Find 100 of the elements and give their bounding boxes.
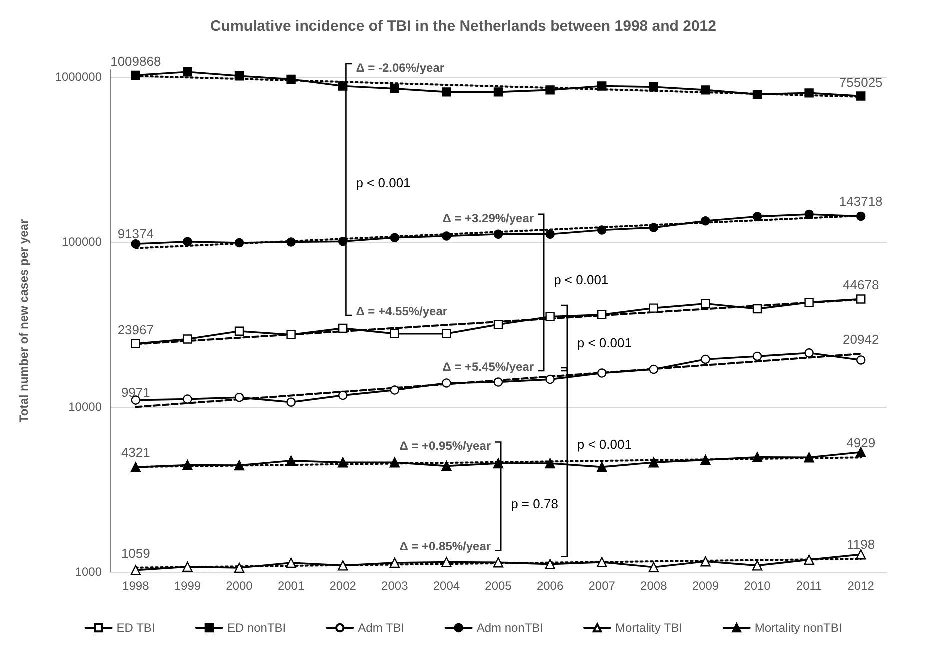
data-label: 143718: [839, 194, 883, 209]
point: [390, 233, 400, 242]
x-tick-label: 1998: [122, 579, 150, 593]
data-label: 91374: [118, 226, 154, 242]
point: [442, 88, 452, 97]
point: [804, 210, 814, 220]
data-label: 20942: [843, 332, 880, 347]
annotation: p < 0.001: [577, 336, 632, 351]
x-tick-label: 2010: [744, 579, 772, 593]
point: [597, 462, 608, 472]
data-label: 755025: [839, 74, 883, 90]
point: [338, 458, 348, 468]
annotation: Δ = +3.29%/year: [442, 211, 534, 226]
x-tick-label: 2005: [485, 579, 512, 593]
point: [752, 90, 762, 100]
point: [494, 378, 504, 387]
y-tick-label: 1000000: [55, 70, 102, 84]
point: [286, 330, 296, 340]
data-label: 1009868: [110, 54, 162, 70]
point: [648, 562, 659, 572]
point: [286, 456, 296, 466]
legend-label: Adm TBI: [358, 621, 405, 635]
point: [182, 460, 193, 470]
point: [856, 212, 866, 222]
x-tick-label: 2006: [536, 579, 564, 593]
point: [182, 562, 193, 572]
point: [234, 326, 244, 336]
point: [390, 386, 400, 395]
point: [856, 356, 866, 365]
point: [701, 86, 710, 95]
point: [546, 312, 555, 322]
point: [598, 368, 607, 378]
x-tick-label: 2009: [692, 579, 720, 593]
point: [442, 557, 452, 568]
point: [546, 374, 555, 384]
point: [338, 390, 348, 400]
point: [183, 68, 192, 77]
point: [286, 74, 296, 84]
point: [286, 238, 296, 247]
x-tick-label: 2001: [278, 579, 305, 593]
x-tick-label: 2000: [226, 579, 254, 593]
point: [545, 458, 556, 469]
annotation: Δ = -2.06%/year: [356, 60, 445, 75]
point: [856, 92, 866, 101]
legend-label: Mortality TBI: [616, 621, 683, 635]
annotation: Δ = +4.55%/year: [356, 304, 448, 319]
point: [234, 460, 245, 471]
point: [545, 559, 556, 570]
data-label: 23967: [118, 322, 154, 338]
data-label: 1059: [121, 546, 150, 561]
point: [649, 82, 658, 92]
point: [234, 72, 244, 81]
point: [442, 329, 452, 339]
point: [598, 82, 607, 91]
point: [598, 226, 607, 235]
x-tick-label: 2012: [848, 579, 875, 593]
point: [338, 324, 348, 334]
point: [804, 554, 814, 566]
point: [649, 364, 658, 374]
legend-label: ED TBI: [116, 621, 156, 635]
x-tick-label: 2002: [330, 579, 357, 593]
point: [649, 304, 658, 313]
y-tick-label: 1000: [75, 565, 102, 579]
legend-label: ED nonTBI: [227, 621, 286, 635]
point: [649, 223, 658, 232]
y-axis-title: Total number of new cases per year: [17, 219, 31, 423]
annotation: p = 0.78: [511, 496, 558, 512]
point: [804, 88, 814, 98]
point: [700, 556, 711, 567]
x-tick-label: 1999: [174, 579, 202, 593]
point: [546, 230, 555, 240]
point: [183, 237, 192, 246]
point: [183, 394, 192, 404]
point: [752, 452, 763, 462]
point: [804, 452, 814, 463]
point: [390, 329, 400, 339]
point: [183, 334, 192, 344]
point: [546, 86, 555, 95]
point: [752, 352, 762, 362]
point: [598, 310, 607, 320]
point: [804, 298, 814, 308]
point: [494, 88, 504, 97]
point: [131, 339, 140, 348]
point: [286, 558, 296, 568]
point: [493, 558, 504, 568]
annotation: Δ = +0.95%/year: [400, 439, 492, 454]
point: [700, 454, 711, 466]
point: [390, 84, 400, 94]
point: [752, 560, 763, 571]
point: [131, 240, 140, 249]
legend-label: Adm nonTBI: [476, 621, 544, 635]
point: [804, 348, 814, 358]
data-label: 44678: [843, 278, 880, 293]
point: [701, 216, 710, 226]
point: [130, 565, 141, 576]
point: [338, 560, 348, 571]
point: [390, 558, 400, 568]
annotation: Δ = +0.85%/year: [400, 540, 492, 554]
data-label: 4321: [121, 445, 150, 460]
point: [442, 378, 452, 388]
